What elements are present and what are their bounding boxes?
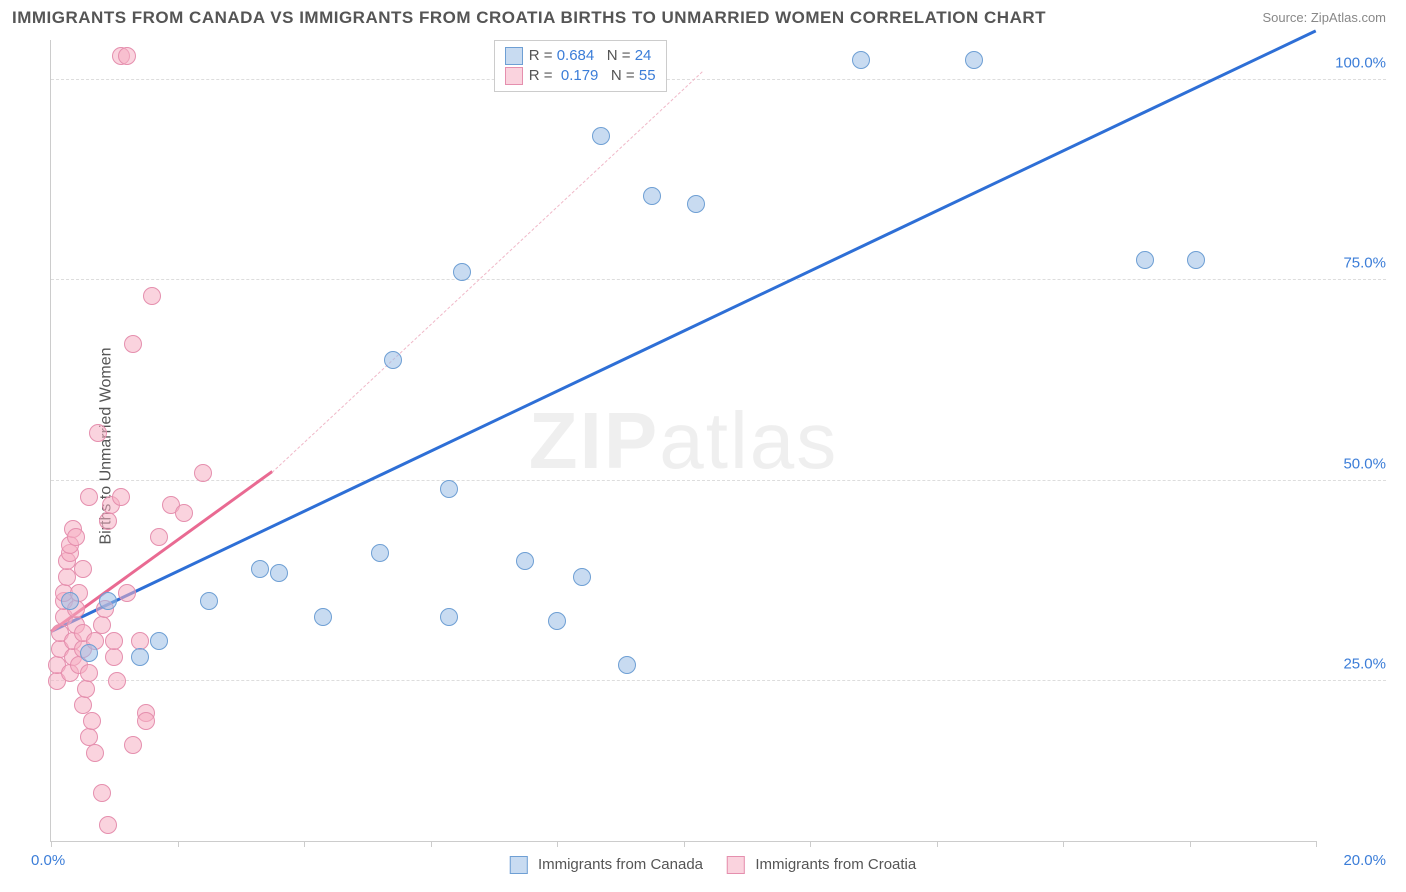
data-point-croatia — [99, 816, 117, 834]
x-tick-mark — [431, 841, 432, 847]
data-point-canada — [150, 632, 168, 650]
trendline-croatia-dashed — [272, 71, 703, 472]
data-point-croatia — [124, 736, 142, 754]
legend-row-canada: R = 0.684 N = 24 — [505, 47, 656, 65]
watermark-atlas: atlas — [659, 396, 838, 485]
x-tick-mark — [684, 841, 685, 847]
legend-swatch-croatia — [727, 856, 745, 874]
data-point-canada — [80, 644, 98, 662]
data-point-canada — [314, 608, 332, 626]
plot-area: ZIPatlas 25.0%50.0%75.0%100.0%0.0%20.0%R… — [50, 40, 1316, 842]
x-tick-mark — [304, 841, 305, 847]
data-point-croatia — [77, 680, 95, 698]
x-tick-mark — [557, 841, 558, 847]
data-point-canada — [384, 351, 402, 369]
legend-n-canada: 24 — [635, 47, 652, 64]
data-point-croatia — [150, 528, 168, 546]
legend-n-croatia: 55 — [639, 67, 656, 84]
data-point-canada — [1187, 251, 1205, 269]
data-point-croatia — [112, 488, 130, 506]
data-point-croatia — [105, 648, 123, 666]
data-point-canada — [99, 592, 117, 610]
x-tick-mark — [51, 841, 52, 847]
data-point-canada — [131, 648, 149, 666]
legend-n-label: N = — [607, 47, 635, 64]
data-point-canada — [440, 608, 458, 626]
y-tick-label: 75.0% — [1326, 255, 1386, 272]
y-tick-label: 50.0% — [1326, 455, 1386, 472]
gridline — [51, 680, 1386, 681]
watermark-zip: ZIP — [529, 396, 659, 485]
data-point-croatia — [93, 784, 111, 802]
data-point-croatia — [137, 712, 155, 730]
data-point-canada — [61, 592, 79, 610]
x-tick-min: 0.0% — [31, 852, 65, 869]
gridline — [51, 79, 1386, 80]
data-point-canada — [618, 656, 636, 674]
data-point-canada — [200, 592, 218, 610]
source-attribution: Source: ZipAtlas.com — [1262, 10, 1386, 25]
data-point-croatia — [86, 744, 104, 762]
gridline — [51, 279, 1386, 280]
legend-r-label: R = — [529, 47, 557, 64]
data-point-croatia — [118, 47, 136, 65]
legend-swatch-canada-icon — [505, 47, 523, 65]
x-tick-mark — [937, 841, 938, 847]
data-point-croatia — [99, 512, 117, 530]
legend-swatch-croatia-icon — [505, 67, 523, 85]
data-point-croatia — [175, 504, 193, 522]
trendline-canada — [50, 30, 1316, 633]
correlation-legend: R = 0.684 N = 24R = 0.179 N = 55 — [494, 40, 667, 92]
legend-n-label2: N = — [611, 67, 639, 84]
data-point-croatia — [194, 464, 212, 482]
x-tick-mark — [178, 841, 179, 847]
data-point-canada — [516, 552, 534, 570]
legend-r-canada: 0.684 — [557, 47, 595, 64]
legend-r-croatia: 0.179 — [557, 67, 599, 84]
data-point-canada — [643, 187, 661, 205]
chart-title: IMMIGRANTS FROM CANADA VS IMMIGRANTS FRO… — [12, 8, 1046, 28]
data-point-croatia — [93, 616, 111, 634]
legend-swatch-canada — [510, 856, 528, 874]
legend-row-croatia: R = 0.179 N = 55 — [505, 67, 656, 85]
x-tick-mark — [1316, 841, 1317, 847]
x-tick-mark — [1190, 841, 1191, 847]
data-point-canada — [573, 568, 591, 586]
data-point-canada — [548, 612, 566, 630]
data-point-croatia — [124, 335, 142, 353]
data-point-croatia — [74, 560, 92, 578]
bottom-legend: Immigrants from Canada Immigrants from C… — [490, 856, 916, 874]
data-point-croatia — [89, 424, 107, 442]
data-point-croatia — [80, 488, 98, 506]
data-point-canada — [251, 560, 269, 578]
data-point-croatia — [105, 632, 123, 650]
data-point-croatia — [143, 287, 161, 305]
watermark: ZIPatlas — [529, 395, 838, 487]
data-point-croatia — [83, 712, 101, 730]
x-tick-max: 20.0% — [1343, 852, 1386, 869]
gridline — [51, 480, 1386, 481]
data-point-canada — [371, 544, 389, 562]
x-tick-mark — [810, 841, 811, 847]
x-tick-mark — [1063, 841, 1064, 847]
data-point-canada — [270, 564, 288, 582]
legend-r-label2: R = — [529, 67, 557, 84]
data-point-canada — [852, 51, 870, 69]
data-point-croatia — [108, 672, 126, 690]
data-point-canada — [440, 480, 458, 498]
data-point-canada — [965, 51, 983, 69]
legend-label-croatia: Immigrants from Croatia — [755, 856, 916, 873]
data-point-croatia — [67, 528, 85, 546]
data-point-canada — [592, 127, 610, 145]
data-point-canada — [453, 263, 471, 281]
data-point-croatia — [80, 664, 98, 682]
data-point-canada — [1136, 251, 1154, 269]
y-tick-label: 25.0% — [1326, 655, 1386, 672]
y-tick-label: 100.0% — [1326, 55, 1386, 72]
data-point-croatia — [118, 584, 136, 602]
data-point-canada — [687, 195, 705, 213]
legend-label-canada: Immigrants from Canada — [538, 856, 703, 873]
